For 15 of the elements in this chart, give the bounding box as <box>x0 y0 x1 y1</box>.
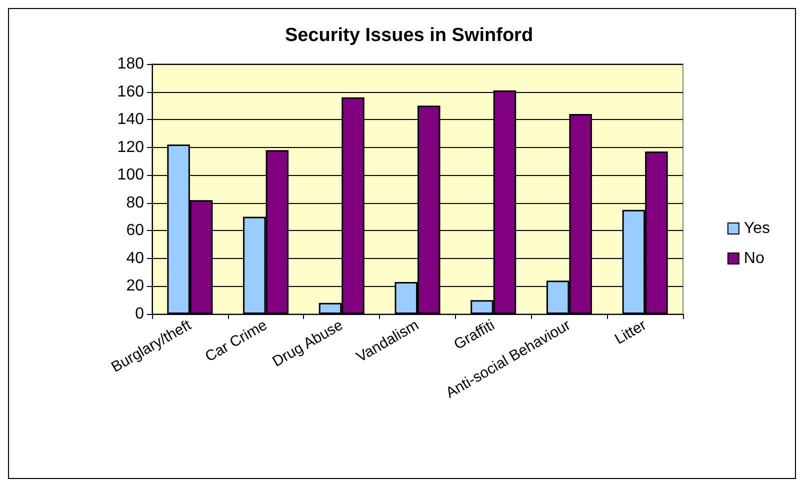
x-tick-label: Car Crime <box>202 316 270 366</box>
y-tick-label: 120 <box>117 138 144 156</box>
x-tick-label: Litter <box>612 316 650 348</box>
y-tick-label: 140 <box>117 111 144 128</box>
y-tick-label: 0 <box>135 306 144 322</box>
chart-title: Security Issues in Swinford <box>284 25 534 46</box>
legend-label: No <box>744 250 764 267</box>
y-tick-label: 100 <box>117 166 144 184</box>
y-tick-label: 160 <box>117 83 144 100</box>
legend-label: Yes <box>744 220 770 237</box>
y-tick-label: 60 <box>126 222 144 240</box>
y-tick-label: 80 <box>126 194 144 212</box>
y-tick-label: 180 <box>117 56 144 72</box>
y-tick-label: 20 <box>126 278 144 295</box>
y-tick-label: 40 <box>126 250 144 267</box>
